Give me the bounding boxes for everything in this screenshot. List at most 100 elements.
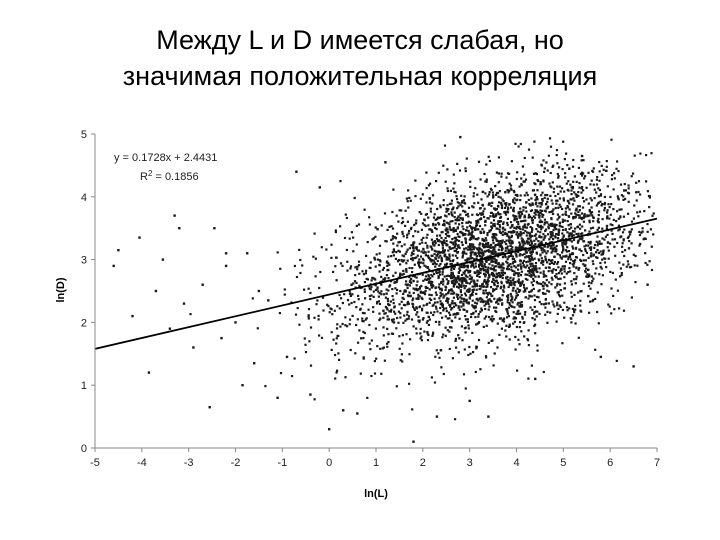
data-point (335, 256, 338, 259)
data-point (566, 220, 569, 223)
data-point (494, 253, 497, 256)
data-point (412, 280, 415, 283)
data-point (374, 235, 377, 238)
data-point (577, 268, 580, 271)
data-point (348, 323, 351, 326)
data-point (509, 276, 512, 279)
data-point (460, 278, 463, 281)
data-point (649, 228, 652, 231)
data-point (496, 298, 499, 301)
data-point (485, 245, 488, 248)
data-point (486, 285, 489, 288)
data-point (475, 282, 478, 286)
data-point (423, 330, 426, 333)
data-point (423, 264, 426, 267)
data-point (458, 308, 461, 311)
data-point (428, 288, 431, 291)
data-point (412, 249, 415, 252)
data-point (349, 267, 352, 270)
data-point (491, 250, 494, 253)
data-point (627, 247, 631, 250)
data-point (536, 230, 539, 233)
data-point (489, 215, 492, 218)
data-point (623, 183, 626, 186)
data-point (529, 209, 533, 213)
data-point (580, 310, 583, 313)
data-point (435, 180, 438, 183)
data-point (596, 256, 599, 259)
data-point (496, 263, 499, 266)
data-point (570, 295, 573, 298)
data-point (494, 276, 498, 279)
data-point (466, 288, 469, 291)
data-point (545, 275, 548, 278)
data-point (597, 217, 600, 220)
data-point (459, 269, 462, 272)
data-point (570, 291, 573, 294)
data-point (407, 189, 410, 192)
data-point (517, 280, 520, 283)
data-point (379, 347, 382, 350)
data-point (358, 284, 361, 287)
data-point (390, 318, 394, 321)
data-point (546, 310, 549, 313)
data-point (530, 273, 533, 276)
data-point (430, 260, 433, 263)
data-point (435, 293, 438, 296)
data-point (531, 268, 534, 271)
data-point (550, 245, 553, 248)
data-point (295, 170, 298, 173)
data-point (496, 192, 500, 195)
data-point (561, 308, 564, 311)
data-point (504, 255, 507, 259)
data-point (559, 270, 562, 273)
data-point (383, 359, 386, 362)
data-point (508, 172, 511, 175)
data-point (558, 166, 561, 169)
data-point (610, 138, 613, 141)
data-point (400, 245, 403, 248)
data-point (453, 305, 456, 308)
data-point (601, 252, 604, 256)
data-point (457, 297, 460, 300)
data-point (511, 258, 514, 261)
data-point (451, 273, 454, 276)
x-tick-label: 0 (326, 457, 332, 469)
data-point (506, 280, 510, 283)
data-point (633, 264, 636, 267)
data-point (584, 249, 587, 253)
data-point (617, 229, 620, 232)
data-point (530, 253, 533, 256)
data-point (497, 181, 500, 184)
data-point (489, 292, 492, 295)
data-point (507, 315, 510, 318)
data-point (470, 226, 473, 229)
data-point (626, 260, 629, 263)
data-point (599, 200, 602, 203)
data-point (606, 185, 609, 188)
data-point (337, 352, 340, 355)
data-point (574, 282, 577, 285)
data-point (601, 274, 604, 277)
data-point (504, 210, 507, 214)
data-point (601, 258, 604, 261)
data-point (615, 359, 618, 362)
data-point (314, 257, 317, 260)
data-point (563, 242, 566, 245)
data-point (147, 371, 151, 374)
data-point (519, 142, 522, 146)
x-tick-label: 2 (420, 457, 426, 469)
data-point (582, 189, 585, 192)
data-point (530, 290, 533, 293)
data-point (588, 275, 591, 278)
data-point (505, 308, 508, 311)
data-point (420, 339, 423, 342)
data-point (428, 268, 431, 271)
data-point (464, 167, 467, 170)
data-point (482, 292, 485, 295)
data-point (498, 297, 501, 300)
data-point (592, 216, 595, 219)
data-point (523, 223, 526, 226)
data-point (562, 235, 565, 238)
data-point (524, 273, 527, 276)
